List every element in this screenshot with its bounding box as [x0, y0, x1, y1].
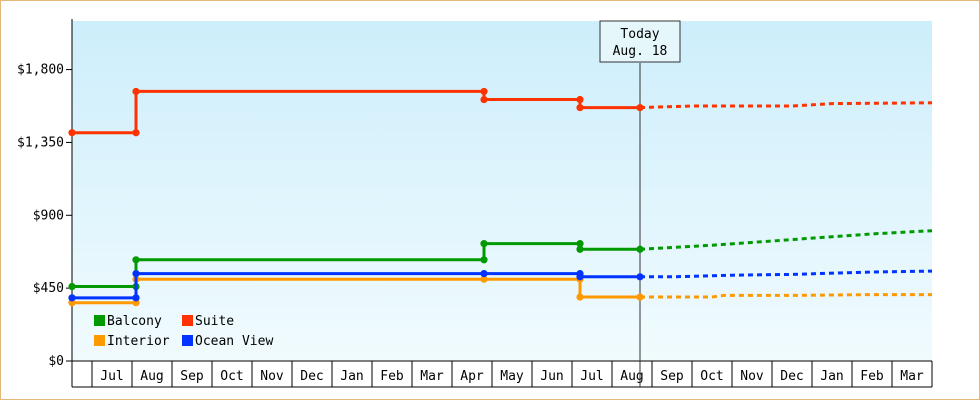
data-point	[480, 269, 488, 278]
x-tick-label: Mar	[900, 369, 924, 384]
legend-label: Interior	[107, 334, 170, 349]
data-point	[576, 95, 584, 104]
forecast-line	[639, 229, 933, 251]
x-tick-label: Apr	[460, 369, 484, 384]
legend-label: Ocean View	[195, 334, 273, 349]
data-point	[576, 273, 584, 281]
x-tick-label: Jan	[340, 369, 363, 384]
data-point	[636, 104, 644, 112]
x-tick-label: Oct	[700, 369, 723, 384]
data-point	[576, 293, 584, 301]
y-tick-label: $450	[33, 281, 64, 296]
x-tick-label: Sep	[660, 369, 684, 384]
x-tick-label: Feb	[860, 369, 884, 384]
y-tick-label: $1,350	[17, 135, 64, 150]
legend-swatch	[182, 315, 193, 326]
data-point	[132, 269, 140, 278]
data-point	[576, 240, 584, 248]
data-point	[636, 245, 644, 253]
data-point	[68, 294, 76, 302]
data-point	[480, 256, 488, 264]
x-tick-label: Aug	[140, 369, 163, 384]
series-ocean-view	[68, 269, 933, 302]
x-tick-label: Dec	[780, 369, 803, 384]
plot-background	[72, 21, 932, 361]
today-label: Today	[620, 27, 659, 42]
data-point	[636, 293, 644, 301]
x-tick-label: Sep	[180, 369, 204, 384]
x-tick-label: Mar	[420, 369, 444, 384]
x-tick-label: Dec	[300, 369, 323, 384]
data-point	[576, 104, 584, 112]
legend-swatch	[94, 335, 105, 346]
data-point	[480, 275, 488, 283]
data-point	[132, 129, 140, 137]
legend-item-suite: Suite	[182, 314, 234, 329]
y-tick-label: $900	[33, 208, 64, 223]
data-point	[68, 129, 76, 137]
x-tick-label: Aug	[620, 369, 643, 384]
series-suite	[68, 87, 933, 137]
today-date: Aug. 18	[613, 44, 668, 59]
data-point	[636, 273, 644, 281]
legend-item-balcony: Balcony	[94, 314, 162, 329]
x-tick-label: Nov	[740, 369, 764, 384]
x-tick-label: Nov	[260, 369, 284, 384]
y-tick-label: $1,800	[17, 63, 64, 78]
data-point	[480, 87, 488, 96]
x-tick-label: Jun	[540, 369, 563, 384]
x-tick-label: Jul	[580, 369, 603, 384]
legend-label: Suite	[195, 314, 234, 329]
data-point	[132, 294, 140, 302]
legend-item-ocean-view: Ocean View	[182, 334, 273, 349]
x-tick-label: Oct	[220, 369, 243, 384]
data-point	[132, 87, 140, 96]
x-tick-label: May	[500, 369, 524, 384]
legend-swatch	[94, 315, 105, 326]
x-tick-label: Jul	[100, 369, 123, 384]
forecast-line	[640, 293, 932, 299]
data-point	[480, 95, 488, 104]
data-point	[68, 282, 76, 291]
today-box	[599, 20, 681, 63]
legend-label: Balcony	[107, 314, 162, 329]
y-tick-label: $0	[48, 354, 64, 369]
legend-item-interior: Interior	[94, 334, 170, 349]
legend-swatch	[182, 335, 193, 346]
forecast-line	[639, 101, 933, 110]
data-point	[480, 240, 488, 248]
data-point	[576, 245, 584, 253]
x-tick-label: Jan	[820, 369, 843, 384]
data-point	[132, 256, 140, 264]
x-tick-label: Feb	[380, 369, 404, 384]
